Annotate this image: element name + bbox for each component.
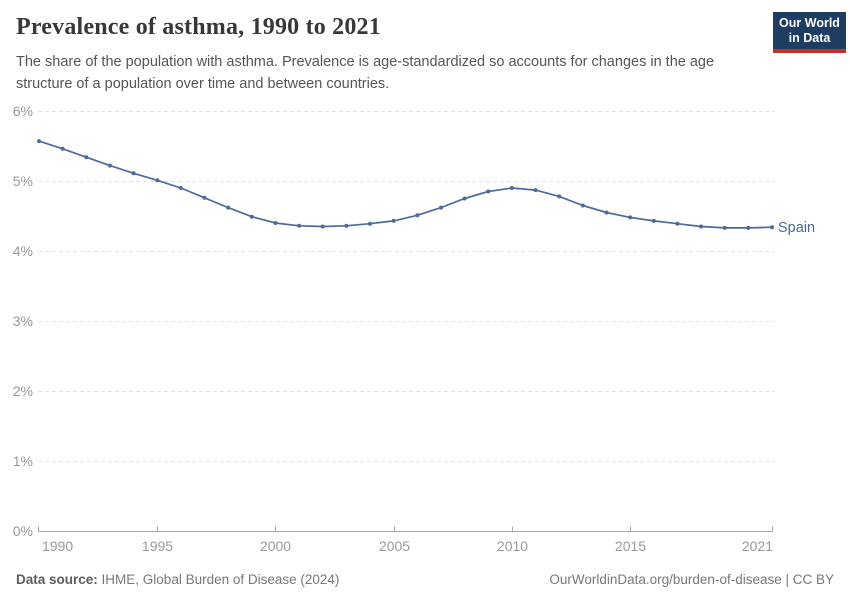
data-point [580, 203, 585, 208]
data-point [60, 146, 65, 151]
owid-logo: Our World in Data [773, 12, 846, 53]
data-point [604, 210, 609, 215]
y-axis-tick-label: 6% [13, 103, 33, 119]
chart-subtitle: The share of the population with asthma.… [16, 54, 715, 92]
data-source-value: IHME, Global Burden of Disease (2024) [101, 572, 340, 587]
data-point [557, 194, 562, 199]
data-point [131, 171, 136, 176]
data-point [344, 223, 349, 228]
y-axis-tick-label: 0% [13, 523, 33, 539]
x-axis-tick-label: 2000 [260, 538, 291, 554]
data-point [438, 205, 443, 210]
data-point [486, 189, 491, 194]
x-axis-tick-label: 1990 [42, 538, 73, 554]
data-point [699, 224, 704, 229]
data-point [84, 155, 89, 160]
data-point [226, 205, 231, 210]
y-axis-tick-label: 3% [13, 313, 33, 329]
data-point [155, 178, 160, 183]
y-axis-tick-label: 2% [13, 383, 33, 399]
data-point [297, 223, 302, 228]
data-point [533, 188, 538, 193]
y-axis-tick-label: 1% [13, 453, 33, 469]
series-line[interactable] [38, 140, 773, 229]
data-point [107, 163, 112, 168]
chart-title: Prevalence of asthma, 1990 to 2021 [16, 14, 381, 40]
owid-logo-line2: in Data [788, 31, 831, 45]
data-point [770, 225, 774, 230]
data-point [37, 139, 41, 144]
entity-label[interactable]: Spain [778, 220, 815, 236]
owid-logo-line1: Our World [779, 16, 840, 30]
data-point [415, 213, 420, 218]
data-point [675, 221, 680, 226]
data-point [746, 225, 751, 230]
data-point [391, 218, 396, 223]
data-point [651, 218, 656, 223]
x-axis-tick-label: 2010 [497, 538, 528, 554]
data-point [368, 221, 373, 226]
data-point [178, 186, 183, 190]
attribution-link[interactable]: OurWorldinData.org/burden-of-disease | C… [549, 572, 834, 587]
x-axis-tick-label: 2021 [742, 538, 773, 554]
data-point [249, 214, 254, 219]
y-axis-tick-label: 5% [13, 173, 33, 189]
data-source-note: Data source: IHME, Global Burden of Dise… [16, 572, 339, 587]
data-point [722, 225, 727, 230]
x-axis-tick-label: 2005 [379, 538, 410, 554]
x-axis-tick-label: 1995 [142, 538, 173, 554]
data-source-label: Data source: [16, 572, 98, 587]
data-point [509, 186, 514, 190]
data-point [273, 221, 278, 225]
data-point [628, 215, 633, 220]
data-point [202, 195, 207, 200]
data-point [462, 196, 467, 201]
x-axis-tick-label: 2015 [615, 538, 646, 554]
data-point [320, 224, 325, 229]
y-axis-tick-label: 4% [13, 243, 33, 259]
